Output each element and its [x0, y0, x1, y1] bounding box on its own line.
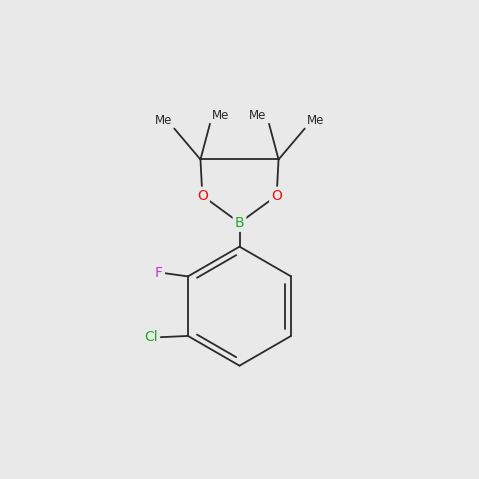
Text: O: O	[271, 189, 282, 203]
Text: Me: Me	[307, 114, 324, 127]
Text: Me: Me	[155, 114, 172, 127]
Text: Cl: Cl	[145, 331, 158, 344]
Text: F: F	[155, 265, 163, 280]
Text: O: O	[197, 189, 208, 203]
Text: B: B	[235, 216, 244, 230]
Text: Me: Me	[249, 109, 267, 122]
Text: Me: Me	[212, 109, 230, 122]
